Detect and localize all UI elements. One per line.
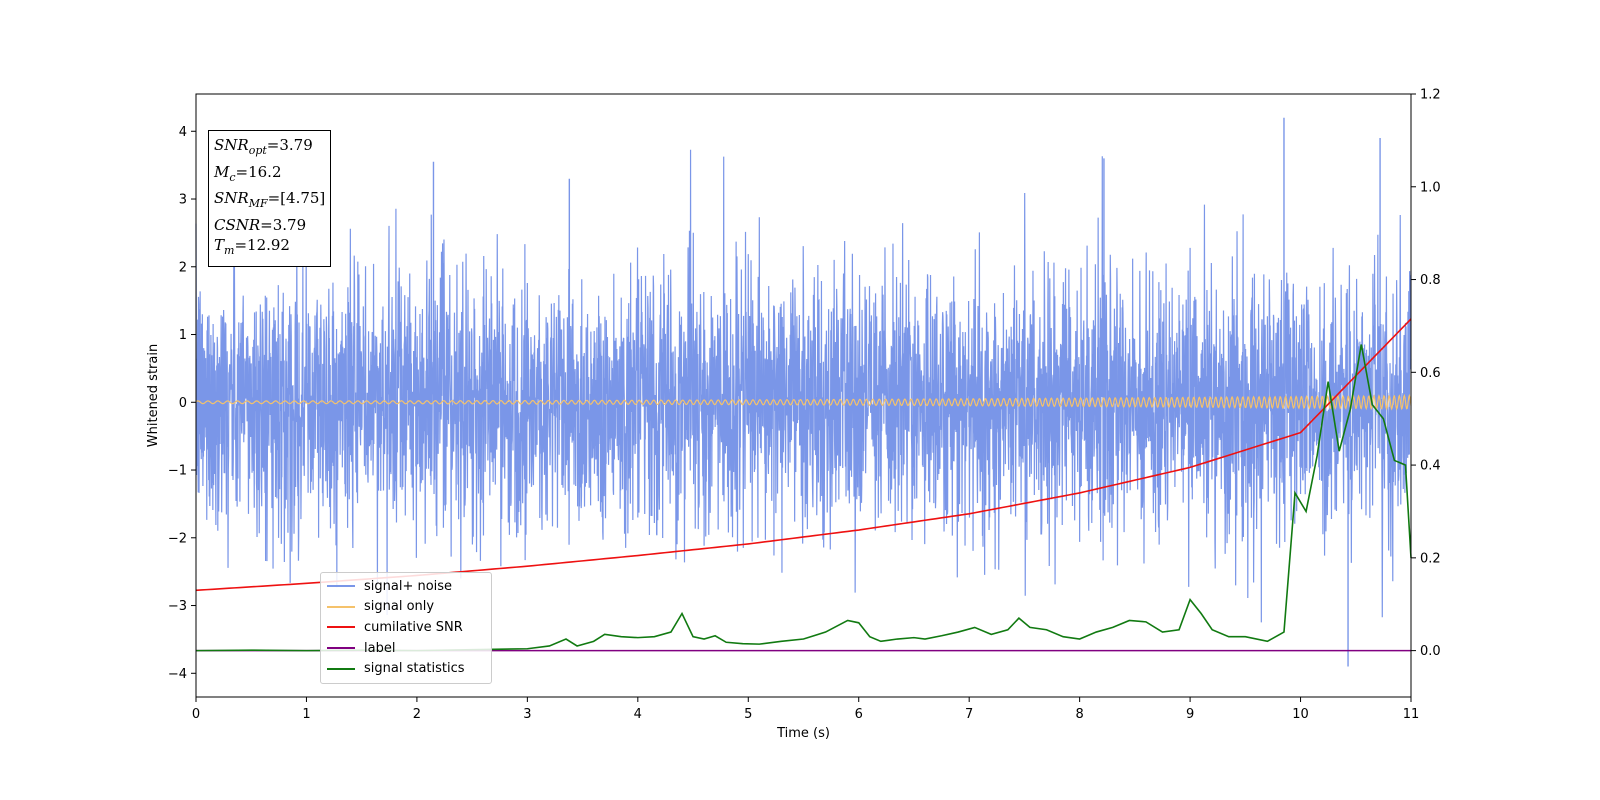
signal-only-trace bbox=[195, 393, 1412, 411]
legend-label: signal only bbox=[364, 599, 435, 615]
snr-opt-symbol: SNR bbox=[214, 136, 249, 154]
annotation-box: SNRopt=3.79 Mc=16.2 SNRMF=[4.75] CSNR=3.… bbox=[208, 130, 332, 267]
x-tick-label: 5 bbox=[744, 707, 752, 722]
plot-frame bbox=[195, 93, 1412, 698]
x-tick-label: 9 bbox=[1186, 707, 1194, 722]
y2-axis-ticks: 0.0 0.2 0.4 0.6 0.8 1.0 1.2 bbox=[1411, 88, 1441, 659]
legend-label: cumilative SNR bbox=[364, 619, 463, 635]
legend-entry-signal-only: signal only bbox=[327, 597, 485, 618]
annotation-snr-mf: SNRMF=[4.75] bbox=[214, 188, 325, 215]
y-tick-label: 2 bbox=[179, 260, 187, 275]
legend-entry-cumulative-snr: cumilative SNR bbox=[327, 617, 485, 638]
legend-label: signal statistics bbox=[364, 661, 465, 677]
snr-mf-value: =[4.75] bbox=[267, 189, 326, 207]
y-tick-label: −4 bbox=[168, 667, 187, 682]
csnr-value: =3.79 bbox=[260, 215, 307, 234]
y-tick-label: −1 bbox=[168, 464, 187, 479]
legend-label: signal+ noise bbox=[364, 578, 453, 594]
legend-label: label bbox=[364, 640, 396, 656]
x-tick-label: 1 bbox=[302, 707, 310, 722]
x-axis-label: Time (s) bbox=[776, 726, 830, 741]
y-tick-label: −3 bbox=[168, 599, 187, 614]
annotation-csnr: CSNR=3.79 bbox=[214, 215, 325, 236]
x-tick-label: 10 bbox=[1292, 707, 1309, 722]
series-signal-noise bbox=[195, 117, 1412, 667]
mc-subscript: c bbox=[229, 170, 236, 184]
series-signal-only bbox=[195, 393, 1412, 411]
legend-entry-signal-noise: signal+ noise bbox=[327, 576, 485, 597]
x-tick-label: 7 bbox=[965, 707, 973, 722]
y2-tick-label: 0.0 bbox=[1420, 644, 1441, 659]
tm-subscript: m bbox=[224, 244, 235, 257]
x-tick-label: 6 bbox=[855, 707, 863, 722]
y2-tick-label: 0.6 bbox=[1420, 366, 1441, 381]
tm-symbol: T bbox=[214, 236, 225, 254]
legend-swatch-signal-statistics bbox=[327, 667, 355, 670]
x-tick-label: 3 bbox=[523, 707, 531, 722]
csnr-symbol: CSNR bbox=[214, 215, 261, 234]
annotation-snr-opt: SNRopt=3.79 bbox=[214, 135, 325, 162]
x-tick-label: 4 bbox=[634, 707, 642, 722]
legend-entry-label: label bbox=[327, 638, 485, 659]
y-axis-label: Whitened strain bbox=[146, 344, 161, 447]
snr-mf-symbol: SNR bbox=[214, 189, 249, 207]
mc-value: =16.2 bbox=[235, 162, 282, 181]
mc-symbol: M bbox=[214, 162, 230, 181]
y2-tick-label: 0.8 bbox=[1420, 273, 1441, 288]
x-tick-label: 0 bbox=[192, 707, 200, 722]
legend-swatch-cumulative-snr bbox=[327, 626, 355, 629]
tm-value: =12.92 bbox=[234, 236, 290, 254]
legend-swatch-signal-only bbox=[327, 605, 355, 608]
y2-tick-label: 1.2 bbox=[1420, 88, 1441, 103]
legend-swatch-signal-noise bbox=[327, 585, 355, 588]
y2-tick-label: 0.2 bbox=[1420, 551, 1441, 566]
x-tick-label: 2 bbox=[413, 707, 421, 722]
annotation-mc: Mc=16.2 bbox=[214, 162, 325, 189]
x-tick-label: 8 bbox=[1075, 707, 1083, 722]
snr-opt-value: =3.79 bbox=[266, 136, 313, 154]
x-axis-ticks: 0 1 2 3 4 5 6 7 8 9 10 11 bbox=[192, 697, 1419, 722]
y-axis-ticks: −4 −3 −2 −1 0 1 2 3 4 bbox=[168, 125, 196, 682]
legend-entry-signal-statistics: signal statistics bbox=[327, 658, 485, 679]
legend: signal+ noise signal only cumilative SNR… bbox=[320, 572, 492, 684]
y-tick-label: 4 bbox=[179, 125, 187, 140]
snr-mf-subscript: MF bbox=[248, 197, 268, 210]
y-tick-label: 3 bbox=[179, 193, 187, 208]
y-tick-label: −2 bbox=[168, 531, 187, 546]
y2-tick-label: 1.0 bbox=[1420, 180, 1441, 195]
y2-tick-label: 0.4 bbox=[1420, 459, 1441, 474]
annotation-tm: Tm=12.92 bbox=[214, 235, 325, 262]
snr-opt-subscript: opt bbox=[248, 144, 267, 157]
y-tick-label: 0 bbox=[179, 396, 187, 411]
x-tick-label: 11 bbox=[1403, 707, 1420, 722]
signal-statistics-line bbox=[195, 344, 1412, 652]
y-tick-label: 1 bbox=[179, 328, 187, 343]
legend-swatch-label bbox=[327, 647, 355, 650]
noise-trace bbox=[195, 149, 1412, 623]
